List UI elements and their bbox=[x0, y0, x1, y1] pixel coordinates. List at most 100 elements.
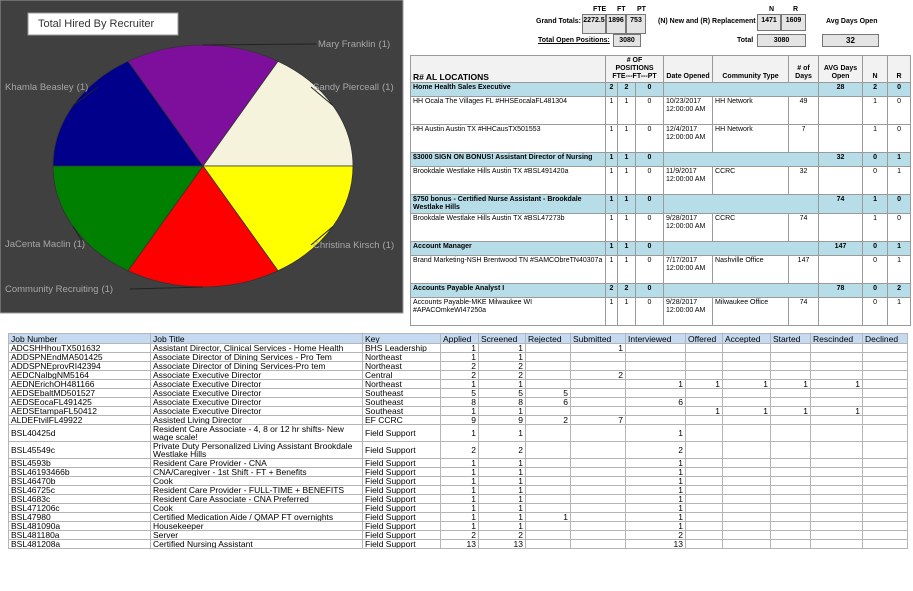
group-row: Home Health Sales Executive 2 2 0 28 2 0 bbox=[410, 82, 912, 97]
cell: 1 bbox=[440, 485, 479, 495]
cell: Southeast bbox=[362, 406, 441, 416]
job-table: Job Number Job Title Key Applied Screened Rej… bbox=[8, 333, 908, 549]
empty-cell bbox=[570, 361, 626, 371]
position-count: 1 bbox=[617, 213, 636, 242]
empty-cell bbox=[685, 476, 723, 486]
empty-cell bbox=[685, 458, 723, 468]
empty-cell bbox=[525, 361, 571, 371]
total-box: 753 bbox=[626, 14, 646, 34]
cell: Resident Care Provider - CNA bbox=[150, 458, 363, 468]
column-header: Declined bbox=[862, 333, 908, 344]
column-header: R# AL LOCATIONS bbox=[410, 55, 606, 83]
leader-line bbox=[129, 286, 204, 290]
empty-cell bbox=[685, 494, 723, 504]
column-header: Key bbox=[362, 333, 441, 344]
community-type: Milwaukee Office bbox=[712, 297, 790, 326]
empty-cell bbox=[722, 361, 771, 371]
cell: 13 bbox=[440, 539, 479, 549]
column-header: Rejected bbox=[525, 333, 571, 344]
empty-cell bbox=[570, 424, 626, 442]
community-type: HH Network bbox=[712, 124, 790, 153]
empty-cell bbox=[722, 458, 771, 468]
empty-cell bbox=[722, 352, 771, 362]
empty-cell bbox=[685, 343, 723, 353]
cell: 2 bbox=[625, 441, 686, 459]
cell: ADCSHHhouTX501632 bbox=[8, 343, 151, 353]
empty-cell bbox=[862, 370, 908, 380]
days-open: 74 bbox=[788, 297, 820, 326]
opening-row: Accounts Payable-MKE Milwaukee WI #APACO… bbox=[410, 297, 912, 326]
cell: 1 bbox=[440, 476, 479, 486]
cell: Field Support bbox=[362, 494, 441, 504]
header-row: Job Number Job Title Key Applied Screened Rej… bbox=[8, 333, 908, 344]
empty-cell bbox=[525, 441, 571, 459]
empty-cell bbox=[525, 503, 571, 513]
cell: BSL46725c bbox=[8, 485, 151, 495]
cell: Field Support bbox=[362, 521, 441, 531]
empty-cell bbox=[862, 503, 908, 513]
slice-name: Mary Franklin bbox=[318, 39, 376, 50]
cell: BSL481090a bbox=[8, 521, 151, 531]
cell: Southeast bbox=[362, 397, 441, 407]
empty-cell bbox=[525, 521, 571, 531]
empty-cell bbox=[862, 415, 908, 425]
column-header: Date Opened bbox=[663, 55, 714, 83]
empty-cell bbox=[770, 424, 811, 442]
nr-box: 1609 bbox=[781, 14, 806, 31]
group-avg-days: 74 bbox=[818, 194, 864, 214]
job-row: BSL45549c Private Duty Personalized Livin… bbox=[8, 441, 908, 459]
group-r: 0 bbox=[887, 82, 912, 97]
empty-cell bbox=[663, 152, 820, 167]
cell: 1 bbox=[440, 379, 479, 389]
empty-cell bbox=[818, 213, 864, 242]
empty-cell bbox=[810, 476, 863, 486]
column-header: N bbox=[862, 55, 889, 83]
slice-value: (1) bbox=[382, 82, 394, 93]
cell: BSL46193466b bbox=[8, 467, 151, 477]
cell: 2 bbox=[440, 530, 479, 540]
cell: Field Support bbox=[362, 467, 441, 477]
cell: BSL47980 bbox=[8, 512, 151, 522]
label: Total Open Positions: bbox=[538, 37, 610, 44]
cell: 5 bbox=[440, 388, 479, 398]
cell: 1 bbox=[570, 343, 626, 353]
empty-cell bbox=[810, 521, 863, 531]
empty-cell bbox=[722, 388, 771, 398]
pie-slice bbox=[127, 165, 279, 288]
empty-cell bbox=[525, 379, 571, 389]
empty-cell bbox=[862, 343, 908, 353]
slice-label: Mary Franklin (1) bbox=[318, 39, 390, 50]
empty-cell bbox=[818, 297, 864, 326]
empty-cell bbox=[625, 415, 686, 425]
column-header: # OF POSITIONS FTE---FT---PT bbox=[604, 55, 665, 83]
cell: 1 bbox=[440, 467, 479, 477]
location: HH Austin Austin TX #HHCausTX501553 bbox=[410, 124, 606, 153]
report-panel: FTE FT PT Grand Totals: 2272.5 1896 753 (N) New… bbox=[405, 0, 913, 326]
cell: Assistant Director, Clinical Services - … bbox=[150, 343, 363, 353]
empty-cell bbox=[685, 485, 723, 495]
cell: Field Support bbox=[362, 441, 441, 459]
cell: 1 bbox=[625, 458, 686, 468]
cell: Resident Care Associate - CNA Preferred bbox=[150, 494, 363, 504]
date-opened: 12/4/2017 12:00:00 AM bbox=[663, 124, 714, 153]
empty-cell bbox=[570, 441, 626, 459]
job-row: BSL46193466b CNA/Caregiver - 1st Shift - … bbox=[8, 467, 908, 477]
slice-value: (1) bbox=[379, 39, 391, 50]
position-count: 1 bbox=[617, 194, 636, 214]
community-type: CCRC bbox=[712, 166, 790, 195]
cell: 1 bbox=[625, 379, 686, 389]
empty-cell bbox=[810, 530, 863, 540]
position-count: 2 bbox=[605, 283, 618, 298]
cell: 1 bbox=[440, 458, 479, 468]
empty-cell bbox=[818, 255, 864, 284]
position-count: 1 bbox=[617, 124, 636, 153]
date-opened: 7/17/2017 12:00:00 AM bbox=[663, 255, 714, 284]
cell: 5 bbox=[478, 388, 526, 398]
position-count: 2 bbox=[617, 283, 636, 298]
total-box: 1896 bbox=[606, 14, 626, 34]
empty-cell bbox=[570, 388, 626, 398]
empty-cell bbox=[770, 397, 811, 407]
empty-cell bbox=[685, 512, 723, 522]
cell: Field Support bbox=[362, 539, 441, 549]
position-count: 0 bbox=[634, 124, 665, 153]
